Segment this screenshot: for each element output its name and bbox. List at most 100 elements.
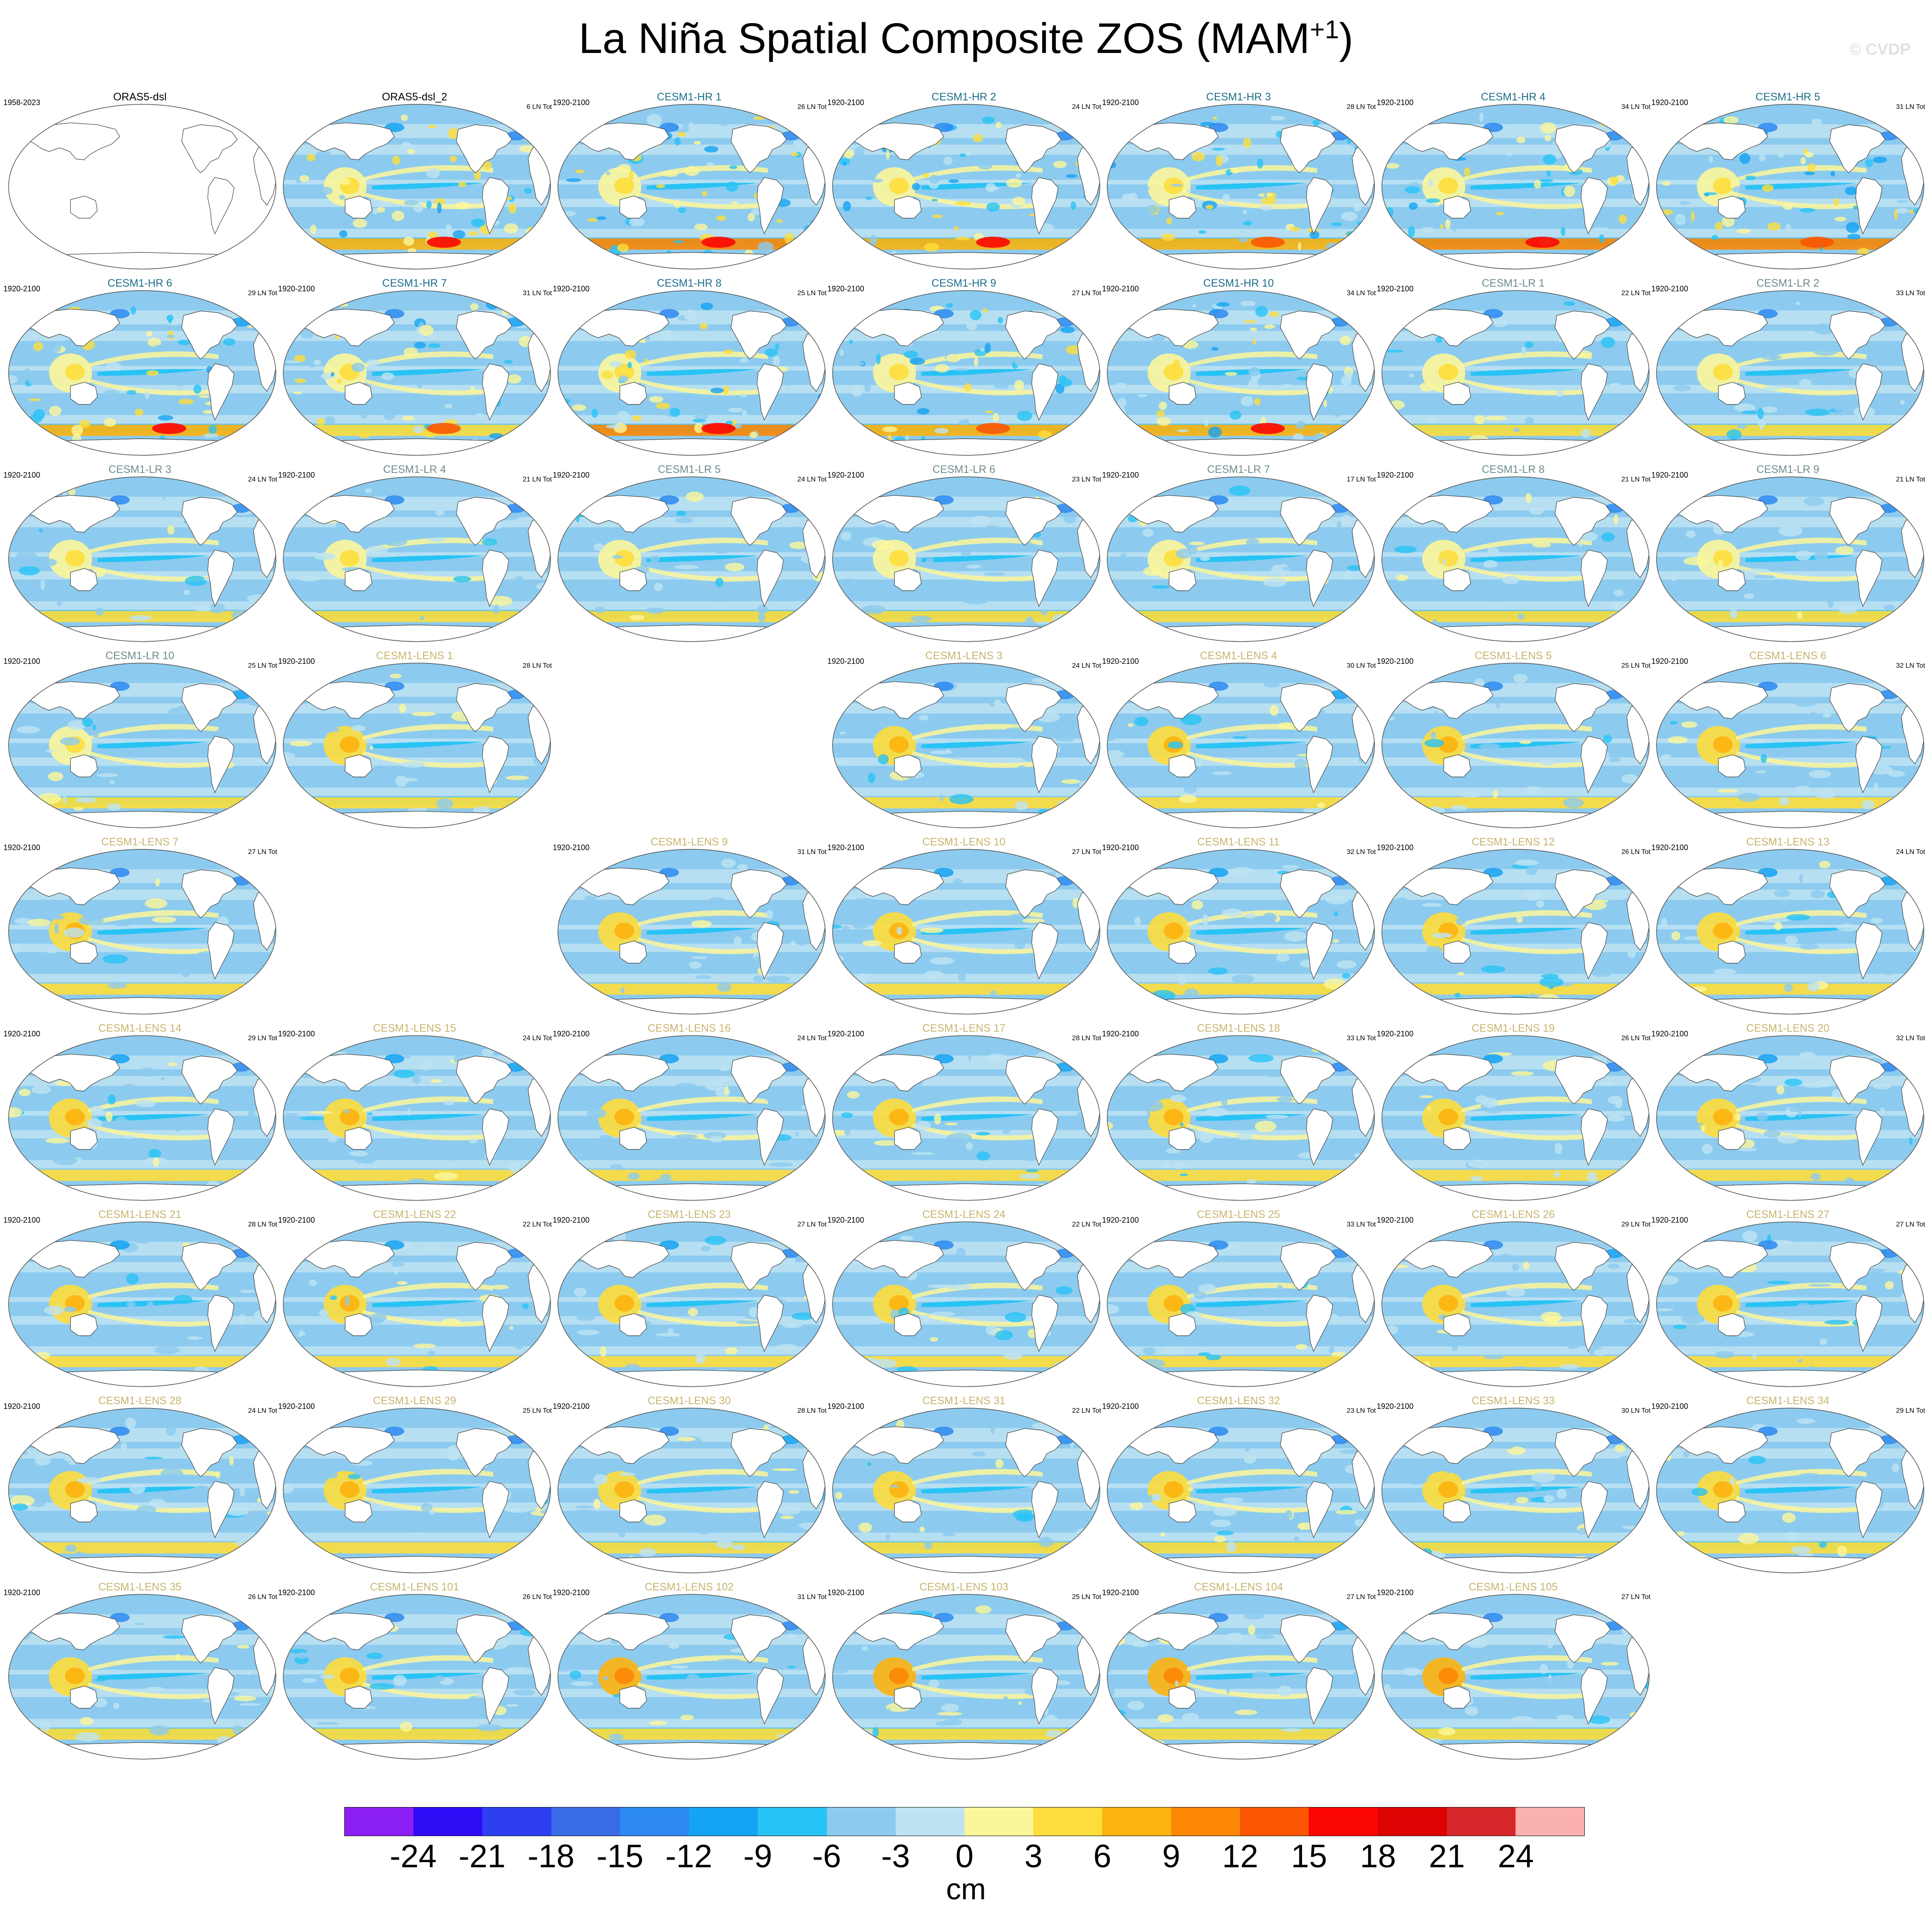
anomaly-blob [1554, 1171, 1560, 1178]
map-border [1656, 104, 1924, 270]
anomaly-blob [775, 343, 780, 350]
anomaly-blob [1656, 130, 1667, 136]
anomaly-blob [348, 1525, 367, 1532]
anomaly-blob [400, 1722, 413, 1732]
anomaly-blob [654, 583, 663, 591]
anomaly-band [1656, 1297, 1924, 1302]
anomaly-blob [1372, 246, 1375, 255]
anomaly-blob [1221, 1097, 1228, 1106]
anomaly-blob [1237, 1132, 1253, 1140]
anomaly-blob [506, 1508, 530, 1513]
anomaly-blob [385, 1358, 401, 1367]
landmass [1829, 497, 1886, 546]
anomaly-blob [1819, 1338, 1828, 1345]
anomaly-blob [105, 1111, 113, 1122]
anomaly-band [283, 787, 551, 796]
anomaly-blob [161, 1468, 183, 1479]
anomaly-blob [631, 590, 650, 595]
anomaly-blob [175, 1466, 195, 1470]
anomaly-blob [1072, 898, 1079, 908]
anomaly-blob [591, 408, 598, 418]
anomaly-blob [1343, 1421, 1360, 1425]
panel-title: CESM1-LENS 102 [645, 1581, 734, 1593]
anomaly-blob [880, 301, 888, 306]
anomaly-blob [1918, 124, 1924, 129]
landmass [1614, 1419, 1633, 1434]
southern-ocean-band [1107, 611, 1375, 622]
anomaly-blob [1901, 607, 1924, 619]
landmass [207, 549, 235, 607]
anomaly-blob [660, 1655, 675, 1661]
anomaly-blob [668, 1642, 679, 1649]
off-equatorial-anomaly [1187, 351, 1317, 367]
anomaly-blob [301, 802, 322, 808]
landmass [844, 308, 944, 346]
anomaly-blob [307, 117, 320, 121]
southern-ocean-band [1656, 1170, 1924, 1181]
anomaly-blob [1901, 978, 1919, 984]
anomaly-blob [940, 794, 944, 802]
anomaly-band [283, 587, 551, 596]
anomaly-blob [1161, 1347, 1184, 1355]
colorbar-swatch [964, 1807, 1034, 1836]
equatorial-tongue [647, 555, 759, 562]
anomaly-blob [1122, 194, 1134, 201]
anomaly-blob [1679, 201, 1690, 205]
panel-title: CESM1-LENS 16 [648, 1022, 731, 1034]
anomaly-blob [1713, 968, 1737, 974]
panel-title: CESM1-LENS 22 [373, 1209, 456, 1220]
panel-year-range: 1920-2100 [827, 285, 865, 293]
panel-event-count: 24 LN Tot [522, 1035, 552, 1042]
anomaly-blob [1120, 553, 1127, 558]
landmass [1394, 1612, 1494, 1650]
anomaly-blob [787, 113, 796, 123]
anomaly-band [9, 1346, 276, 1355]
panel-title: CESM1-LENS 15 [373, 1022, 456, 1034]
anomaly-blob [1485, 567, 1510, 570]
anomaly-blob [740, 393, 747, 398]
anomaly-blob [1022, 918, 1045, 923]
anomaly-band [1382, 1719, 1649, 1728]
anomaly-blob [413, 1532, 419, 1537]
anomaly-blob [1435, 336, 1442, 343]
anomaly-blob [238, 1314, 246, 1325]
landmass [1554, 311, 1611, 360]
anomaly-blob [163, 1635, 185, 1639]
panel-year-range: 1920-2100 [553, 471, 590, 479]
anomaly-blob [1564, 1478, 1583, 1483]
warm-pool-core [1713, 1481, 1733, 1498]
anomaly-blob [9, 1244, 18, 1251]
anomaly-blob [67, 720, 86, 731]
anomaly-blob [545, 1549, 551, 1555]
landmass [1829, 1056, 1886, 1105]
anomaly-blob [1127, 583, 1140, 591]
panel-title: ORAS5-dsl_2 [382, 91, 447, 103]
map-field [833, 477, 1100, 642]
map-border [1381, 663, 1650, 828]
anomaly-blob [403, 1049, 412, 1059]
anomaly-blob [1109, 1685, 1115, 1697]
anomaly-blob [283, 803, 291, 815]
anomaly-blob [208, 425, 217, 434]
anomaly-band [833, 189, 1100, 194]
southern-ocean-band [558, 1542, 825, 1554]
map-border [8, 849, 276, 1015]
anomaly-blob [1799, 943, 1819, 950]
landmass [515, 1605, 534, 1620]
anomaly-blob [939, 1254, 961, 1260]
landmass [1119, 1426, 1219, 1464]
landmass [1580, 363, 1608, 421]
anomaly-blob [619, 1529, 625, 1538]
anomaly-blob [1543, 1495, 1554, 1503]
anomaly-blob [1630, 306, 1649, 314]
anomaly-blob [423, 1247, 442, 1252]
anomaly-blob [837, 417, 841, 420]
anomaly-band [1382, 415, 1649, 424]
map-panel: CESM1-LR 1 1920-2100 22 LN Tot [1376, 277, 1651, 463]
anomaly-blob [632, 415, 642, 421]
southern-ocean-hotspot [427, 237, 461, 248]
landmass [295, 308, 395, 346]
anomaly-blob [41, 558, 57, 566]
map-panel: CESM1-LENS 11 1920-2100 32 LN Tot [1101, 836, 1376, 1022]
anomaly-band [833, 1120, 1100, 1125]
